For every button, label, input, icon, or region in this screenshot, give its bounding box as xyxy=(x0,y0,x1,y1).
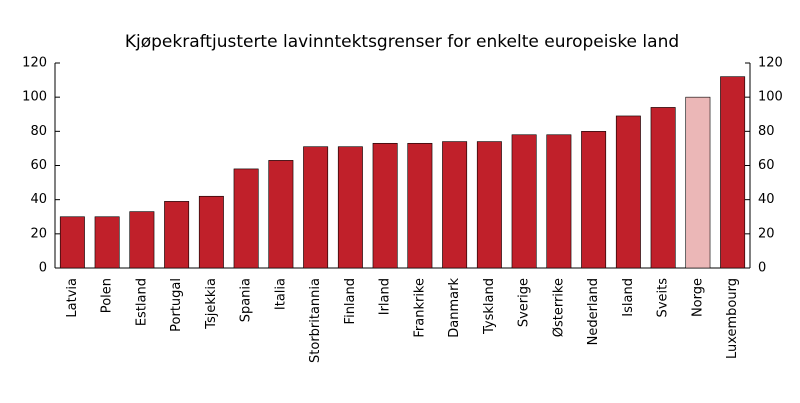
x-tick-label: Østerrike xyxy=(551,278,566,337)
x-tick-label: Frankrike xyxy=(412,278,427,338)
x-tick-label: Tsjekkia xyxy=(204,278,219,330)
y2-tick-label: 60 xyxy=(758,158,775,173)
bar xyxy=(476,141,502,269)
x-tick-label: Latvia xyxy=(65,278,80,318)
y-tick-label: 80 xyxy=(30,124,47,139)
y-tick-label: 0 xyxy=(39,261,47,276)
bar xyxy=(581,131,607,269)
y2-tick-label: 20 xyxy=(758,226,775,241)
y2-tick-label: 120 xyxy=(758,56,783,71)
x-tick-label: Irland xyxy=(378,278,393,315)
bar xyxy=(442,141,468,269)
y-tick-label: 120 xyxy=(22,56,47,71)
y-tick-label: 40 xyxy=(30,192,47,207)
bar xyxy=(198,195,224,269)
x-tick-label: Norge xyxy=(690,278,705,317)
bar xyxy=(337,146,363,269)
bar xyxy=(268,160,294,269)
x-tick-label: Sverige xyxy=(517,278,532,327)
bar xyxy=(615,115,641,269)
bar xyxy=(511,134,537,269)
bar xyxy=(372,142,398,269)
x-tick-label: Italia xyxy=(273,278,288,310)
x-tick-label: Luxembourg xyxy=(725,278,740,359)
x-tick-label: Sveits xyxy=(656,278,671,318)
bar xyxy=(164,201,190,269)
x-tick-label: Finland xyxy=(343,278,358,324)
x-tick-label: Danmark xyxy=(447,278,462,338)
y2-tick-label: 100 xyxy=(758,90,783,105)
bar xyxy=(546,134,572,269)
x-tick-label: Polen xyxy=(100,278,115,313)
y2-tick-label: 0 xyxy=(758,261,766,276)
x-tick-label: Portugal xyxy=(169,278,184,332)
y-tick-label: 100 xyxy=(22,90,47,105)
x-tick-label: Nederland xyxy=(586,278,601,345)
y2-tick-label: 80 xyxy=(758,124,775,139)
bar xyxy=(59,216,85,269)
chart-title: Kjøpekraftjusterte lavinntektsgrenser fo… xyxy=(125,32,679,52)
bar xyxy=(720,76,746,269)
bar xyxy=(303,146,329,269)
bar xyxy=(233,168,259,269)
bar xyxy=(94,216,120,269)
x-tick-label: Estland xyxy=(134,278,149,326)
x-tick-label: Tyskland xyxy=(482,278,497,335)
y-tick-label: 60 xyxy=(30,158,47,173)
x-tick-label: Island xyxy=(621,278,636,317)
bar xyxy=(685,96,711,269)
bar xyxy=(407,142,433,269)
x-tick-label: Spania xyxy=(239,278,254,322)
x-tick-label: Storbritannia xyxy=(308,278,323,363)
bar xyxy=(650,107,676,269)
y-tick-label: 20 xyxy=(30,226,47,241)
y2-tick-label: 40 xyxy=(758,192,775,207)
bar xyxy=(129,211,155,269)
